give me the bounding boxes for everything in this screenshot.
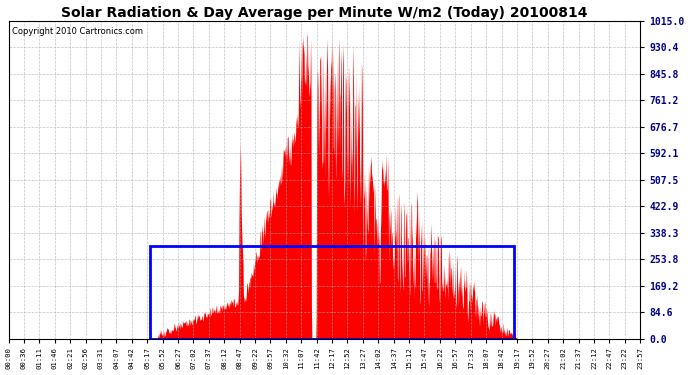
Title: Solar Radiation & Day Average per Minute W/m2 (Today) 20100814: Solar Radiation & Day Average per Minute… bbox=[61, 6, 588, 20]
Bar bbox=[150, 246, 514, 339]
Text: Copyright 2010 Cartronics.com: Copyright 2010 Cartronics.com bbox=[12, 27, 143, 36]
